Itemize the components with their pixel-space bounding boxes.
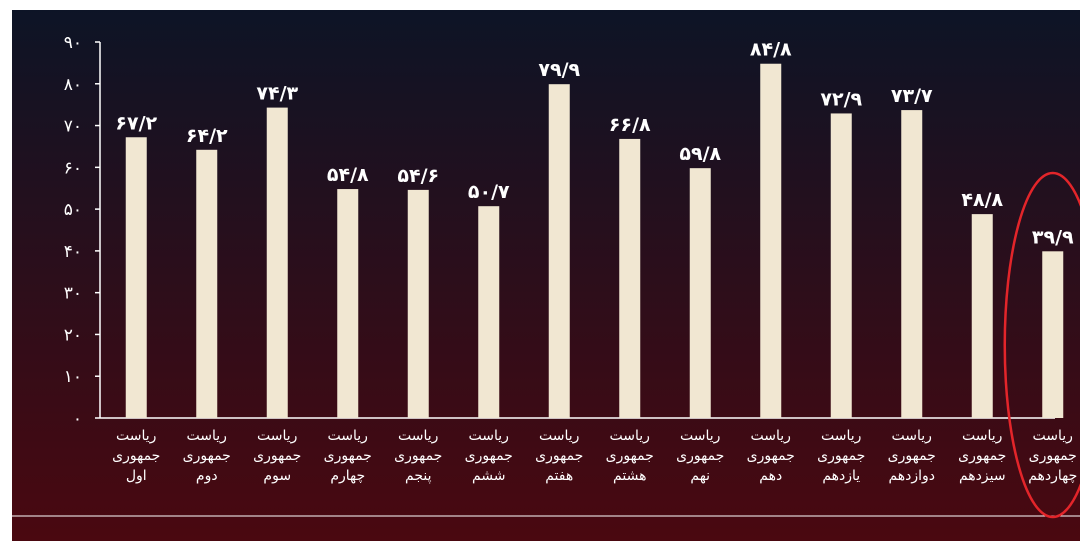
- x-category-label: هفتم: [545, 468, 573, 484]
- y-tick-label: ۰: [73, 409, 82, 429]
- x-category-label: ریاست: [610, 428, 650, 444]
- x-category-label: جمهوری: [606, 448, 654, 464]
- x-category-label: ریاست: [892, 428, 932, 444]
- bar-value-label: ۶۴/۲: [186, 125, 228, 147]
- x-category-label: جمهوری: [535, 448, 583, 464]
- x-category-label: ریاست: [821, 428, 861, 444]
- x-category-label: جمهوری: [1029, 448, 1077, 464]
- y-tick-label: ۴۰: [64, 242, 82, 262]
- chart-container: ۰ ۱۰ ۲۰ ۳۰ ۴۰ ۵۰ ۶۰ ۷۰ ۸۰ ۹۰ ۶۷/۲ ۶۴/۲ ۷۴/۳ ۵۴/۸ ۵۴/۶…: [0, 0, 1080, 541]
- y-tick-label: ۲۰: [64, 325, 82, 345]
- x-category-label: دوازدهم: [888, 468, 935, 484]
- bar-value-label: ۷۲/۹: [820, 88, 862, 110]
- bar-value-label: ۷۹/۹: [538, 59, 580, 81]
- y-tick-label: ۳۰: [64, 284, 82, 304]
- x-category-label: جمهوری: [112, 448, 160, 464]
- x-category-label: دوم: [196, 468, 218, 484]
- x-category-label: ریاست: [398, 428, 438, 444]
- y-tick-label: ۷۰: [64, 117, 82, 137]
- x-category-label: ریاست: [187, 428, 227, 444]
- x-category-label: جمهوری: [958, 448, 1006, 464]
- x-category-label: جمهوری: [747, 448, 795, 464]
- bar: [1042, 251, 1063, 418]
- y-tick-label: ۹۰: [64, 33, 82, 53]
- bar: [549, 84, 570, 418]
- x-category-label: جمهوری: [394, 448, 442, 464]
- bar-value-label: ۵۴/۸: [327, 164, 369, 186]
- bar-value-label: ۷۳/۷: [891, 85, 933, 107]
- bar-value-label: ۵۴/۶: [397, 165, 439, 187]
- x-category-label: هشتم: [613, 468, 646, 484]
- x-category-label: ریاست: [680, 428, 720, 444]
- x-category-label: جمهوری: [253, 448, 301, 464]
- x-category-label: ریاست: [469, 428, 509, 444]
- x-category-label: ریاست: [116, 428, 156, 444]
- bar: [478, 206, 499, 418]
- bar: [760, 64, 781, 418]
- bar: [690, 168, 711, 418]
- bar: [126, 137, 147, 418]
- bar: [619, 139, 640, 418]
- x-category-label: چهاردهم: [1028, 468, 1077, 484]
- bar-value-label: ۵۰/۷: [468, 181, 510, 203]
- x-category-label: چهارم: [330, 468, 365, 484]
- bar: [196, 150, 217, 418]
- x-category-label: جمهوری: [676, 448, 724, 464]
- bar-value-label: ۶۷/۲: [115, 112, 157, 134]
- bar-value-label: ۳۹/۹: [1032, 226, 1074, 248]
- bar: [267, 108, 288, 418]
- x-category-label: جمهوری: [465, 448, 513, 464]
- x-category-label: ریاست: [257, 428, 297, 444]
- bar-value-label: ۵۹/۸: [679, 143, 721, 165]
- y-tick-label: ۶۰: [64, 158, 82, 178]
- bar: [337, 189, 358, 418]
- x-category-label: سیزدهم: [959, 468, 1006, 484]
- bar-chart: ۰ ۱۰ ۲۰ ۳۰ ۴۰ ۵۰ ۶۰ ۷۰ ۸۰ ۹۰ ۶۷/۲ ۶۴/۲ ۷۴/۳ ۵۴/۸ ۵۴/۶…: [0, 0, 1080, 541]
- bar-value-label: ۴۸/۸: [961, 189, 1003, 211]
- x-category-label: دهم: [759, 468, 782, 484]
- bar-value-label: ۸۴/۸: [750, 39, 792, 61]
- x-category-label: یازدهم: [822, 468, 860, 484]
- x-category-label: جمهوری: [183, 448, 231, 464]
- y-tick-label: ۵۰: [64, 200, 82, 220]
- bar: [972, 214, 993, 418]
- y-tick-label: ۱۰: [64, 367, 82, 387]
- x-category-label: ریاست: [328, 428, 368, 444]
- bar: [901, 110, 922, 418]
- x-category-label: سوم: [263, 468, 291, 484]
- bar-value-label: ۷۴/۳: [256, 83, 298, 105]
- x-category-label: جمهوری: [817, 448, 865, 464]
- bar-value-label: ۶۶/۸: [609, 114, 651, 136]
- x-category-label: ریاست: [1033, 428, 1073, 444]
- bar: [408, 190, 429, 418]
- x-category-label: ریاست: [751, 428, 791, 444]
- bar: [831, 113, 852, 418]
- x-category-label: جمهوری: [324, 448, 372, 464]
- y-tick-label: ۸۰: [64, 75, 82, 95]
- x-category-label: نهم: [690, 468, 710, 484]
- x-category-label: ششم: [472, 468, 506, 484]
- x-category-label: جمهوری: [888, 448, 936, 464]
- x-category-label: ریاست: [962, 428, 1002, 444]
- x-category-label: ریاست: [539, 428, 579, 444]
- x-category-label: پنجم: [405, 468, 432, 484]
- x-category-label: اول: [126, 468, 147, 484]
